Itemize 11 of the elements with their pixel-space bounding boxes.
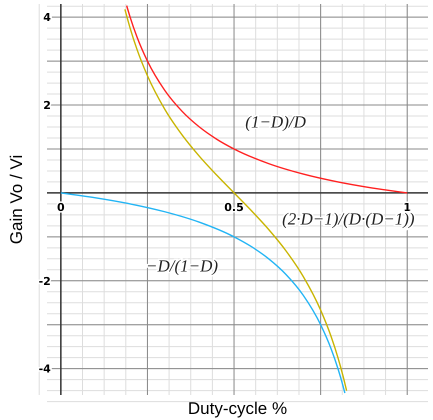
x-tick-label: 1 (403, 200, 412, 214)
series-label: (1−D)/D (245, 112, 307, 132)
series-label: −D/(1−D) (146, 256, 218, 276)
y-tick-label: -4 (38, 362, 52, 376)
y-axis-title: Gain Vo / Vi (7, 154, 26, 244)
y-tick-label: -2 (38, 274, 51, 288)
x-axis-title: Duty-cycle % (188, 399, 288, 418)
line-series (126, 4, 408, 194)
x-tick-label: 0.5 (224, 200, 244, 214)
y-tick-label: 4 (43, 11, 52, 24)
y-tick-label: 2 (43, 99, 51, 112)
